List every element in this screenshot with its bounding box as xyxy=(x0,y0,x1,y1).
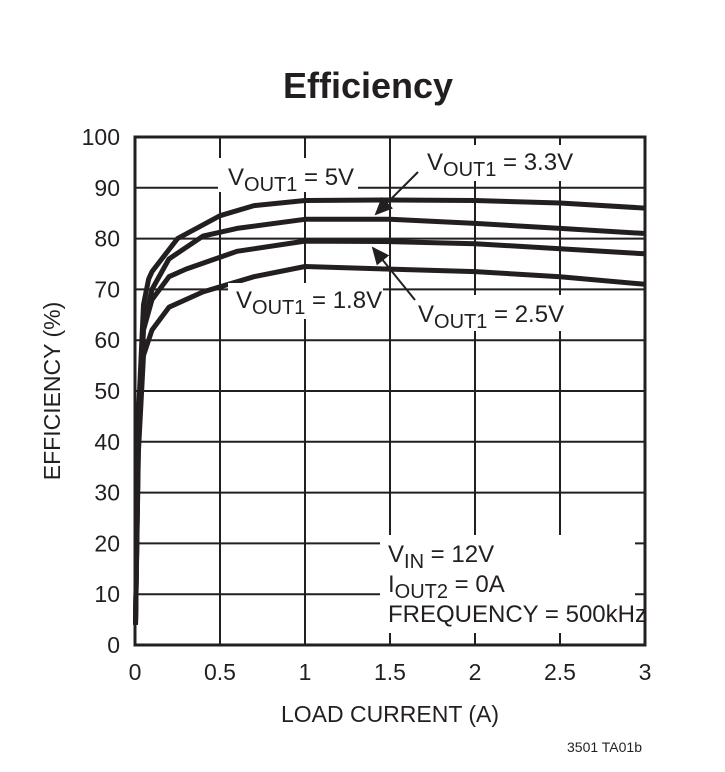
label-background xyxy=(228,283,383,319)
label-background xyxy=(218,158,358,192)
y-tick-label: 80 xyxy=(94,226,120,252)
x-axis-label: LOAD CURRENT (A) xyxy=(281,701,499,727)
series-label: VOUT1 = 2.5V xyxy=(418,301,564,333)
y-tick-label: 0 xyxy=(107,632,120,658)
x-tick-label: 3 xyxy=(639,659,652,685)
y-tick-label: 70 xyxy=(94,276,120,302)
x-tick-label: 1.5 xyxy=(374,659,406,685)
y-axis-label: EFFICIENCY (%) xyxy=(39,302,65,480)
y-tick-label: 100 xyxy=(82,124,120,150)
y-tick-label: 30 xyxy=(94,480,120,506)
x-tick-label: 0 xyxy=(129,659,142,685)
series-label: VOUT1 = 5V xyxy=(228,164,354,196)
series-label: VOUT1 = 1.8V xyxy=(236,287,382,319)
x-tick-label: 2 xyxy=(469,659,482,685)
x-tick-label: 0.5 xyxy=(204,659,236,685)
x-tick-label: 1 xyxy=(299,659,312,685)
condition-annotation: FREQUENCY = 500kHz xyxy=(388,601,647,628)
label-background xyxy=(380,535,635,633)
condition-annotation: VIN = 12V xyxy=(388,541,494,573)
y-tick-label: 60 xyxy=(94,327,120,353)
y-tick-label: 20 xyxy=(94,530,120,556)
y-tick-label: 10 xyxy=(94,581,120,607)
label-background xyxy=(418,145,588,181)
y-tick-label: 50 xyxy=(94,378,120,404)
arrow-2v5 xyxy=(371,246,416,301)
x-tick-label: 2.5 xyxy=(544,659,576,685)
series-line xyxy=(133,197,646,625)
plot-frame xyxy=(133,135,647,647)
y-tick-label: 40 xyxy=(94,429,120,455)
series-line xyxy=(133,238,646,625)
condition-annotation: IOUT2 = 0A xyxy=(388,571,505,603)
chart-title: Efficiency xyxy=(283,65,453,106)
footnote: 3501 TA01b xyxy=(567,739,642,755)
arrow-3v3 xyxy=(374,171,419,216)
y-tick-label: 90 xyxy=(94,175,120,201)
series-label: VOUT1 = 3.3V xyxy=(427,149,573,181)
label-background xyxy=(410,295,580,331)
